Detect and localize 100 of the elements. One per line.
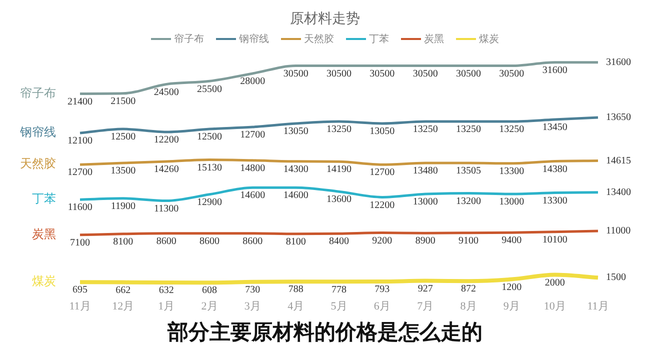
text: 炭黑	[424, 34, 444, 45]
data-label: 14600	[283, 190, 308, 202]
data-label: 13050	[283, 126, 308, 138]
data-label: 662	[116, 284, 131, 296]
data-label: 30500	[326, 68, 352, 80]
data-label: 12700	[68, 167, 92, 178]
data-label: 2000	[544, 277, 565, 288]
text: 钢帘线	[239, 34, 269, 45]
data-label: 13250	[326, 124, 352, 136]
data-label: 12900	[197, 197, 222, 208]
data-label: 8100	[113, 236, 134, 248]
data-label: 13250	[499, 124, 524, 136]
data-label: 30500	[456, 68, 481, 80]
data-label: 788	[288, 284, 304, 296]
x-tick-label: 5月	[330, 300, 348, 312]
text: 部分主要原材料的价格是怎么走的	[166, 319, 484, 346]
data-label: 9100	[458, 236, 478, 247]
data-label: 11900	[110, 201, 136, 212]
data-label: 14300	[283, 164, 308, 176]
x-tick-label: 11月	[69, 300, 91, 312]
data-label: 8600	[242, 236, 263, 248]
data-label: 30500	[370, 68, 395, 80]
data-label: 11600	[68, 202, 92, 214]
x-tick-label: 3月	[244, 300, 261, 312]
data-label: 608	[202, 285, 217, 296]
chart-title: 原材料走势	[289, 10, 361, 28]
data-label: 12700	[240, 130, 266, 141]
data-label: 13600	[326, 194, 352, 206]
data-label: 1200	[502, 282, 522, 293]
data-label: 31600	[542, 65, 568, 76]
text: 煤炭	[479, 34, 499, 45]
text: 钢帘线	[19, 125, 56, 140]
data-label: 13505	[456, 166, 481, 177]
x-tick-label: 9月	[503, 300, 520, 312]
data-label: 12500	[110, 132, 136, 143]
text: 炭黑	[32, 227, 56, 242]
data-label: 8400	[329, 236, 349, 248]
data-label: 31600	[606, 57, 631, 68]
data-label: 8900	[415, 236, 436, 247]
data-label: 872	[461, 284, 476, 295]
data-label: 30500	[283, 68, 308, 80]
data-label: 9400	[502, 235, 522, 246]
data-label: 13450	[542, 122, 568, 134]
data-label: 13000	[412, 196, 438, 208]
text: 天然胶	[304, 34, 334, 45]
data-label: 13400	[606, 187, 631, 198]
text: 天然胶	[20, 156, 56, 171]
data-label: 12100	[68, 136, 92, 147]
x-tick-label: 7月	[417, 300, 434, 312]
data-label: 14190	[326, 164, 352, 176]
data-label: 30500	[499, 68, 524, 80]
data-label: 8600	[200, 236, 220, 248]
data-label: 13650	[606, 112, 631, 124]
data-label: 13250	[456, 124, 481, 136]
data-label: 778	[332, 284, 346, 296]
x-tick-label: 12月	[112, 300, 134, 312]
data-label: 632	[158, 285, 174, 296]
data-label: 11000	[606, 226, 631, 237]
data-label: 13500	[110, 166, 136, 177]
x-tick-label: 4月	[288, 300, 304, 312]
x-tick-label: 8月	[460, 300, 477, 312]
data-label: 24500	[154, 86, 179, 98]
data-label: 730	[245, 284, 260, 296]
data-label: 14800	[240, 163, 266, 174]
data-label: 13300	[499, 166, 524, 178]
data-label: 927	[418, 283, 433, 294]
data-label: 21400	[68, 96, 92, 108]
data-label: 14260	[154, 164, 179, 176]
data-label: 10100	[542, 234, 568, 246]
data-label: 13480	[412, 166, 438, 177]
data-label: 8100	[286, 236, 306, 248]
data-label: 13250	[412, 124, 438, 136]
data-label: 8600	[156, 236, 176, 248]
text: 煤炭	[32, 274, 56, 288]
data-label: 1500	[606, 272, 626, 284]
data-label: 793	[374, 284, 390, 296]
text: 丁苯	[369, 34, 389, 45]
data-label: 11300	[154, 203, 179, 214]
data-label: 14615	[606, 155, 631, 166]
x-tick-label: 10月	[544, 300, 566, 312]
x-tick-label: 1月	[158, 300, 175, 312]
data-label: 13200	[456, 196, 481, 207]
data-label: 695	[72, 284, 88, 296]
data-label: 13050	[370, 126, 395, 138]
data-label: 28000	[240, 76, 266, 88]
data-label: 7100	[70, 238, 90, 249]
data-label: 15130	[197, 162, 222, 174]
data-label: 12700	[370, 167, 395, 178]
x-tick-label: 11月	[587, 300, 609, 312]
data-label: 14380	[542, 164, 568, 175]
data-label: 21500	[110, 96, 136, 108]
data-label: 25500	[197, 84, 222, 95]
data-label: 12200	[154, 134, 179, 146]
x-tick-label: 6月	[374, 300, 390, 312]
data-label: 12500	[197, 132, 222, 143]
text: 丁苯	[32, 192, 56, 206]
x-tick-label: 2月	[201, 300, 218, 312]
data-label: 14600	[240, 190, 266, 202]
data-label: 13300	[542, 195, 568, 206]
legend-label: 帘子布	[174, 32, 204, 46]
